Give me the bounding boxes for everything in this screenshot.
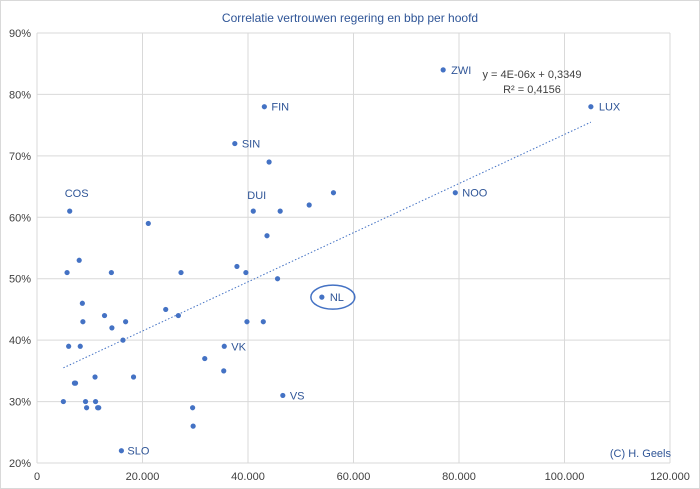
data-point (77, 343, 83, 349)
point-label: VK (231, 341, 246, 353)
x-tick-label: 100.000 (545, 471, 585, 483)
data-point (244, 319, 250, 325)
data-point (83, 405, 90, 411)
data-point (266, 159, 272, 165)
data-point (274, 276, 281, 282)
data-point (190, 405, 196, 411)
point-label: NL (330, 292, 344, 304)
data-point (96, 405, 102, 411)
data-point (221, 343, 227, 349)
data-points (60, 67, 594, 454)
data-point (234, 263, 240, 270)
y-tick-label: 20% (9, 458, 31, 470)
x-tick-labels: 0 20.000 40.000 60.000 80.000 100.000 120.000 (34, 471, 690, 483)
point-label: VS (290, 390, 305, 402)
data-point (319, 294, 325, 300)
data-point (588, 104, 594, 110)
data-point (260, 319, 266, 325)
point-label: ZWI (451, 65, 471, 77)
point-label: SLO (127, 446, 149, 458)
y-tick-label: 80% (9, 89, 31, 101)
data-point (175, 312, 181, 319)
data-point (92, 374, 98, 380)
x-tick-label: 120.000 (650, 471, 690, 483)
x-tick-label: 0 (34, 471, 40, 483)
data-point (145, 220, 151, 227)
credit-annotation: (C) H. Geels (610, 448, 672, 460)
y-tick-labels: 20% 30% 40% 50% 60% 70% 80% 90% (9, 28, 31, 470)
point-labels: COS SLO VK SIN DUI FIN VS NL ZWI NOO LUX (65, 65, 621, 458)
x-tick-label: 40.000 (231, 471, 265, 483)
data-point (64, 269, 70, 276)
y-tick-label: 50% (9, 274, 31, 286)
data-point (264, 233, 270, 239)
point-label: SIN (242, 139, 260, 151)
data-point (120, 337, 126, 343)
x-tick-label: 60.000 (337, 471, 371, 483)
point-label: LUX (599, 102, 621, 114)
y-tick-label: 30% (9, 397, 31, 409)
data-point (243, 269, 249, 276)
gridlines (36, 32, 671, 464)
data-point (306, 202, 312, 208)
point-label: DUI (247, 190, 266, 202)
data-point (80, 319, 86, 325)
data-point (79, 300, 85, 306)
data-point (163, 306, 169, 313)
data-point (250, 208, 256, 214)
data-point (123, 319, 129, 325)
trendline (63, 121, 592, 369)
data-point (440, 67, 446, 73)
highlight-ellipse (310, 284, 356, 310)
data-point (261, 104, 267, 110)
data-point (330, 190, 337, 196)
data-point (60, 398, 66, 405)
data-point (178, 269, 184, 276)
data-point (130, 374, 137, 380)
y-tick-label: 60% (9, 212, 31, 224)
data-point (109, 325, 115, 331)
y-tick-label: 70% (9, 151, 31, 163)
data-point (66, 343, 72, 349)
data-point (232, 140, 238, 147)
trend-equation: y = 4E-06x + 0,3349 (482, 69, 581, 81)
trend-r-squared: R² = 0,4156 (503, 84, 561, 96)
data-point (280, 392, 286, 399)
data-point (277, 208, 283, 214)
data-point (92, 398, 99, 405)
point-label: FIN (271, 102, 289, 114)
data-point (452, 190, 458, 196)
y-tick-label: 40% (9, 335, 31, 347)
chart-title: Correlatie vertrouwen regering en bbp pe… (222, 11, 478, 25)
point-label: NOO (462, 188, 488, 200)
data-point (202, 355, 208, 362)
x-tick-label: 20.000 (126, 471, 160, 483)
data-point (76, 257, 82, 263)
data-point (118, 448, 124, 454)
data-point (72, 380, 79, 386)
data-point (190, 423, 196, 429)
data-point (108, 269, 114, 276)
y-tick-label: 90% (9, 28, 31, 40)
point-label: COS (65, 188, 89, 200)
data-point (221, 368, 227, 374)
data-point (67, 208, 73, 214)
x-tick-label: 80.000 (442, 471, 476, 483)
data-point (82, 398, 89, 405)
data-point (101, 312, 108, 319)
